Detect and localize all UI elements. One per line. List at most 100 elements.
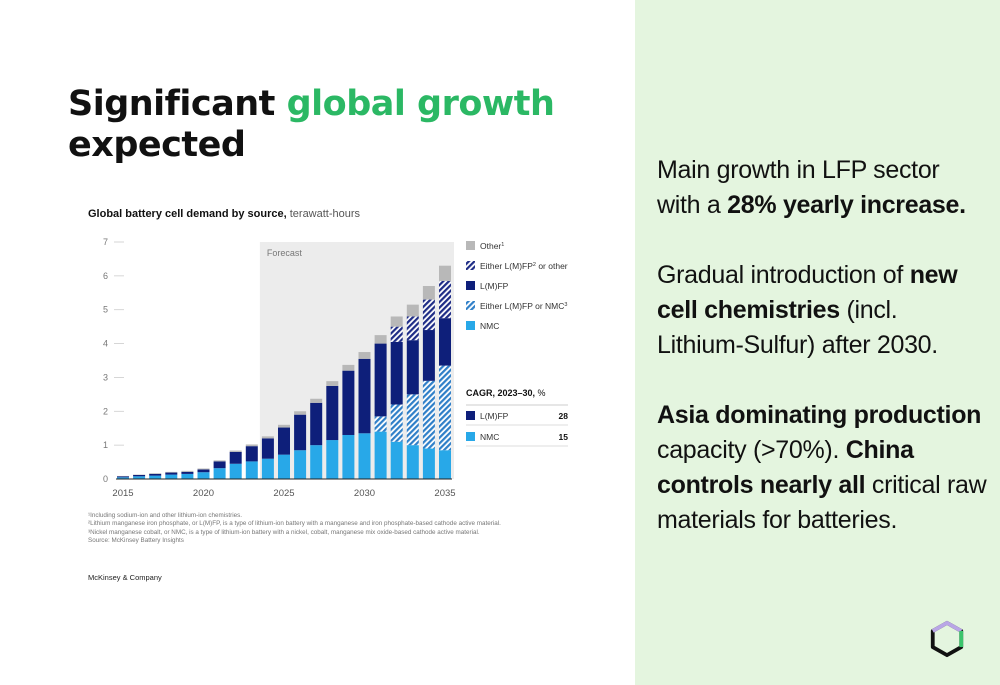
bar-segment	[326, 381, 339, 386]
legend-swatch	[466, 261, 475, 270]
bar-segment	[294, 450, 307, 479]
bar-segment	[133, 474, 146, 477]
bar-segment	[261, 438, 274, 459]
legend-swatch	[466, 241, 475, 250]
chart-title: Global battery cell demand by source, te…	[88, 208, 361, 220]
bar-segment	[245, 444, 258, 447]
bar-segment	[117, 477, 129, 479]
footnote-1: ¹Including sodium-ion and other lithium-…	[88, 512, 242, 519]
x-tick-label: 2025	[273, 488, 294, 499]
legend-label: L(M)FP	[480, 281, 509, 291]
bar-segment	[149, 473, 162, 476]
bar-segment	[374, 431, 387, 479]
footnotes: ¹Including sodium-ion and other lithium-…	[88, 512, 558, 545]
bar-segment	[422, 330, 435, 381]
bar-segment	[342, 364, 355, 371]
bar-segment	[213, 461, 226, 469]
bar-segment	[278, 454, 290, 479]
x-tick-label: 2020	[193, 488, 214, 499]
legend-swatch	[466, 321, 475, 330]
bar-segment	[181, 471, 194, 474]
bar-segment	[117, 476, 129, 478]
y-tick-label: 5	[103, 305, 108, 315]
bar-segment	[133, 476, 146, 479]
legend-label: NMC	[480, 321, 499, 331]
bar-segment	[229, 463, 242, 479]
cagr-row-label: NMC	[480, 432, 499, 442]
bullet-new-chemistries: Gradual introduction of new cell chemist…	[657, 261, 958, 359]
bar-segment	[310, 398, 323, 403]
legend-label: Either L(M)FP or NMC3	[480, 301, 567, 311]
bar-segment	[245, 446, 258, 462]
bar-segment	[310, 445, 323, 479]
bar-segment	[439, 318, 451, 366]
y-tick-label: 3	[103, 372, 108, 382]
bar-segment	[358, 352, 371, 359]
bar-segment	[310, 402, 323, 446]
legend-swatch	[466, 281, 475, 290]
bar-segment	[406, 316, 419, 341]
bar-segment	[342, 434, 355, 479]
legend-swatch	[466, 301, 475, 310]
y-tick-label: 1	[103, 440, 108, 450]
battery-demand-chart: Forecast 0 1 2 3 4 5 6 7 2015 2020 2025 2030 2035 Othe…	[103, 237, 569, 499]
bar-segment	[294, 414, 307, 451]
bar-segment	[406, 394, 419, 446]
bar-segment	[261, 458, 274, 479]
footnote-3: ³Nickel manganese cobalt, or NMC, is a t…	[88, 528, 480, 536]
y-tick-label: 2	[103, 406, 108, 416]
bar-segment	[326, 385, 339, 441]
bar-segment	[213, 468, 226, 479]
x-tick-label: 2015	[112, 488, 133, 499]
bar-segment	[406, 445, 419, 479]
cagr-row-label: L(M)FP	[480, 411, 509, 421]
bullet-growth: Main growth in LFP sector with a 28% yea…	[657, 156, 966, 219]
bar-segment	[439, 365, 451, 451]
hexagon-logo-icon	[930, 620, 964, 658]
bar-segment	[197, 472, 210, 479]
y-tick-label: 7	[103, 237, 108, 247]
footnote-2: ²Lithium manganese iron phosphate, or L(…	[88, 520, 501, 528]
bar-segment	[245, 461, 258, 479]
bar-segment	[374, 343, 387, 417]
right-panel	[635, 0, 1000, 685]
cagr-title: CAGR, 2023–30, %	[466, 388, 546, 398]
cagr-swatch	[466, 432, 475, 441]
y-tick-label: 6	[103, 271, 108, 281]
cagr-row-value: 15	[559, 432, 569, 442]
bar-segment	[229, 451, 242, 464]
bar-segment	[261, 436, 274, 439]
bar-segment	[439, 280, 451, 319]
bullet-asia: Asia dominating production capacity (>70…	[657, 401, 987, 534]
forecast-area	[259, 242, 454, 479]
bar-segment	[197, 468, 210, 470]
bar-segment	[294, 411, 307, 415]
bar-segment	[278, 427, 290, 455]
bar-segment	[326, 440, 339, 479]
x-tick-label: 2035	[434, 488, 455, 499]
bar-segment	[390, 326, 403, 342]
y-tick-label: 4	[103, 339, 108, 349]
bar-segment	[439, 450, 451, 479]
bar-segment	[390, 441, 403, 479]
bar-segment	[422, 448, 435, 479]
bar-segment	[358, 358, 371, 434]
bar-segment	[422, 380, 435, 449]
company-name: McKinsey & Company	[88, 573, 162, 582]
x-tick-label: 2030	[354, 488, 375, 499]
bar-segment	[181, 470, 194, 472]
bar-segment	[358, 433, 371, 479]
forecast-label: Forecast	[267, 248, 303, 258]
bar-segment	[390, 341, 403, 405]
bar-segment	[149, 473, 162, 474]
bar-segment	[165, 474, 178, 479]
bar-segment	[149, 475, 162, 479]
cagr-swatch	[466, 411, 475, 420]
bar-segment	[229, 450, 242, 452]
legend-label: Either L(M)FP2 or other	[480, 261, 568, 271]
bar-segment	[439, 265, 451, 281]
bar-segment	[422, 286, 435, 300]
bar-segment	[390, 404, 403, 442]
bar-segment	[390, 316, 403, 327]
bar-segment	[374, 335, 387, 344]
